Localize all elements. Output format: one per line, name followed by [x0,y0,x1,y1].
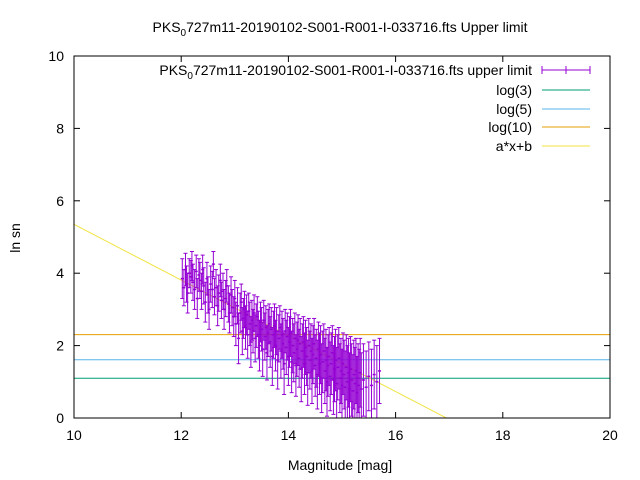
x-tick-label: 20 [602,427,618,443]
y-tick-label: 10 [48,48,64,64]
data-point [239,283,244,321]
chart-title-rest: 727m11-20190102-S001-R001-I-033716.fts U… [186,19,527,35]
data-point [308,323,313,379]
x-axis-label: Magnitude [mag] [288,457,392,473]
data-point [255,296,260,338]
data-point [374,345,379,418]
data-point [364,350,369,418]
y-tick-label: 8 [56,120,64,136]
legend-series-subscript: 0 [187,71,193,82]
x-tick-label: 12 [173,427,189,443]
x-tick-label: 10 [66,427,82,443]
data-point [216,274,221,312]
data-point [372,339,377,410]
legend-series-prefix: PKS [159,62,187,78]
plot-frame [73,55,611,419]
data-point [214,269,219,307]
data-point [219,281,224,319]
data-point [190,263,195,301]
chart-title: PKS0727m11-20190102-S001-R001-I-033716.f… [153,19,528,39]
data-point [266,308,271,357]
legend-label-fit: a*x+b [496,138,532,154]
y-tick-label: 0 [56,410,64,426]
plot-area [74,223,610,418]
data-point [203,281,208,323]
data-point [257,319,262,372]
x-tick-label: 18 [495,427,511,443]
data-point [366,341,371,412]
chart-title-prefix: PKS [153,19,181,35]
y-axis-label: ln sn [7,223,23,253]
legend-samples [541,66,591,147]
y-tick-label: 2 [56,338,64,354]
legend-label-log10: log(10) [488,119,532,135]
legend-label-log3: log(3) [496,82,532,98]
legend: PKS0727m11-20190102-S001-R001-I-033716.f… [159,62,591,154]
data-point [180,258,185,300]
data-point [369,348,374,418]
data-point [359,352,364,418]
legend-label-log5: log(5) [496,101,532,117]
data-points [180,250,382,418]
y-tick-label: 4 [56,265,64,281]
data-point [361,343,366,417]
data-point [299,336,304,403]
data-point [377,337,382,405]
legend-series-rest: 727m11-20190102-S001-R001-I-033716.fts u… [193,62,532,78]
data-point [181,269,186,307]
legend-label-series: PKS0727m11-20190102-S001-R001-I-033716.f… [159,62,532,82]
data-point [211,250,216,278]
data-point [210,270,215,309]
data-point [269,307,274,352]
data-point [222,288,227,330]
y-tick-label: 6 [56,193,64,209]
data-point [232,279,237,318]
chart-title-subscript: 0 [181,28,187,39]
data-point [248,316,253,368]
x-tick-label: 16 [388,427,404,443]
x-tick-label: 14 [281,427,297,443]
